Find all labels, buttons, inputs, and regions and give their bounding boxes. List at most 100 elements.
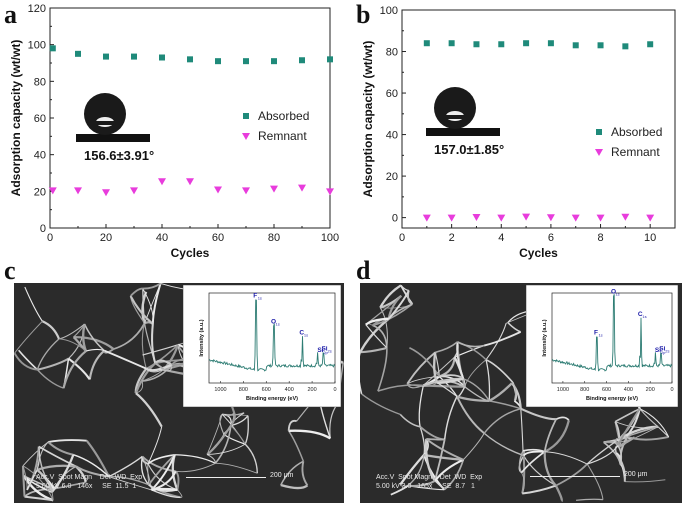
sem-meta-d: Acc.V Spot Magn Det WD Exp 5.00 kV 3.0 1… xyxy=(376,474,483,490)
y-tick-label: 100 xyxy=(380,5,398,17)
y-tick-label: 0 xyxy=(40,223,46,235)
droplet-body xyxy=(434,87,476,129)
y-tick-label: 20 xyxy=(386,171,398,183)
xps-peak-label: C xyxy=(638,311,643,318)
remnant-point xyxy=(571,214,580,222)
absorbed-point xyxy=(572,42,579,49)
plot-frame xyxy=(401,9,676,229)
xps-peak-label: Si xyxy=(321,346,327,353)
y-axis-label: Adsorption capacity (wt/wt) xyxy=(9,40,23,197)
xps-x-axis-label: Binding energy (eV) xyxy=(246,396,298,402)
xps-x-tick-label: 400 xyxy=(285,387,294,393)
absorbed-point xyxy=(159,54,165,61)
absorbed-point xyxy=(473,41,480,48)
y-tick-label: 0 xyxy=(392,213,398,225)
xps-x-tick-label: 800 xyxy=(580,387,589,393)
absorbed-point xyxy=(647,41,654,48)
remnant-point xyxy=(546,214,555,222)
xps-x-axis-label: Binding energy (eV) xyxy=(586,396,638,402)
x-tick-label: 80 xyxy=(268,232,280,244)
x-axis-label: Cycles xyxy=(519,246,558,260)
x-tick-label: 0 xyxy=(47,232,53,244)
y-tick-label: 40 xyxy=(34,150,46,162)
y-tick-label: 80 xyxy=(34,76,46,88)
remnant-point xyxy=(298,184,306,192)
remnant-point xyxy=(158,178,166,186)
remnant-point xyxy=(270,185,278,193)
legend-marker-absorbed xyxy=(596,129,602,135)
x-tick-label: 6 xyxy=(548,232,554,244)
absorbed-point xyxy=(131,53,137,60)
remnant-point xyxy=(497,214,506,222)
xps-frame xyxy=(208,292,336,384)
absorbed-point xyxy=(448,40,455,47)
absorbed-point xyxy=(622,43,629,50)
absorbed-point xyxy=(423,40,430,47)
xps-spectrum xyxy=(208,299,336,372)
xps-peak-label: Si xyxy=(659,346,665,353)
remnant-point xyxy=(242,187,250,195)
xps-x-tick-label: 600 xyxy=(602,387,611,393)
absorbed-point xyxy=(75,50,81,57)
absorbed-point xyxy=(187,56,193,63)
xps-spectrum xyxy=(551,294,673,372)
absorbed-point xyxy=(103,53,109,60)
x-tick-label: 20 xyxy=(100,232,112,244)
x-tick-label: 10 xyxy=(644,232,656,244)
water-droplet-photo xyxy=(426,87,500,136)
sem-image-c: F 1s O 1s C 1s Si 2s Si 2p 1000 800 600 400 200 0 Bindin… xyxy=(14,283,344,503)
xps-x-tick-label: 400 xyxy=(624,387,633,393)
y-tick-label: 40 xyxy=(386,130,398,142)
x-axis-label: Cycles xyxy=(171,246,210,260)
xps-x-tick-label: 200 xyxy=(307,387,316,393)
xps-peak-sub: 2p xyxy=(661,350,666,355)
y-tick-label: 120 xyxy=(28,3,46,15)
xps-x-tick-label: 1000 xyxy=(214,387,226,393)
xps-peak-sub: 1s xyxy=(598,333,602,338)
scale-label-d: 200 μm xyxy=(624,471,648,478)
remnant-point xyxy=(596,214,605,222)
droplet-substrate xyxy=(76,134,150,142)
droplet-substrate xyxy=(426,128,500,136)
panel-letter-a: a xyxy=(4,0,17,29)
remnant-point xyxy=(48,187,57,195)
remnant-point xyxy=(447,214,456,222)
legend-label-remnant: Remnant xyxy=(611,145,660,159)
legend-label-absorbed: Absorbed xyxy=(611,125,662,139)
scale-bar-d xyxy=(530,476,620,477)
contact-angle-label: 156.6±3.91° xyxy=(84,148,154,163)
absorbed-point xyxy=(327,56,333,63)
remnant-point xyxy=(472,213,481,221)
remnant-point xyxy=(646,214,655,222)
x-tick-label: 100 xyxy=(321,232,339,244)
legend-marker-absorbed xyxy=(243,113,249,119)
xps-peak-sub: 1s xyxy=(304,332,308,337)
legend-label-absorbed: Absorbed xyxy=(258,109,309,123)
absorbed-point xyxy=(215,58,221,65)
x-tick-label: 0 xyxy=(399,232,405,244)
y-tick-label: 60 xyxy=(386,88,398,100)
x-tick-label: 8 xyxy=(597,232,603,244)
legend-marker-remnant xyxy=(595,149,603,156)
xps-background xyxy=(526,285,678,407)
absorbed-point xyxy=(299,57,305,64)
absorbed-point xyxy=(547,40,554,47)
xps-peak-sub: 2s xyxy=(665,349,669,354)
remnant-point xyxy=(326,188,334,196)
absorbed-point xyxy=(597,42,604,49)
water-droplet-photo xyxy=(76,93,150,142)
scale-label-c: 200 μm xyxy=(270,472,294,479)
xps-peak-label: C xyxy=(299,329,304,336)
x-tick-label: 4 xyxy=(498,232,504,244)
scale-bar-c xyxy=(186,477,266,478)
absorbed-point xyxy=(523,40,530,47)
remnant-point xyxy=(186,178,194,186)
chart-a: 0 20 40 60 80 100 0 20 40 60 80 100 120 Cycles Adsorpt… xyxy=(9,3,339,260)
remnant-point xyxy=(102,189,110,197)
xps-x-tick-label: 0 xyxy=(670,387,673,393)
droplet-reflection xyxy=(446,115,464,119)
xps-frame xyxy=(551,292,673,384)
